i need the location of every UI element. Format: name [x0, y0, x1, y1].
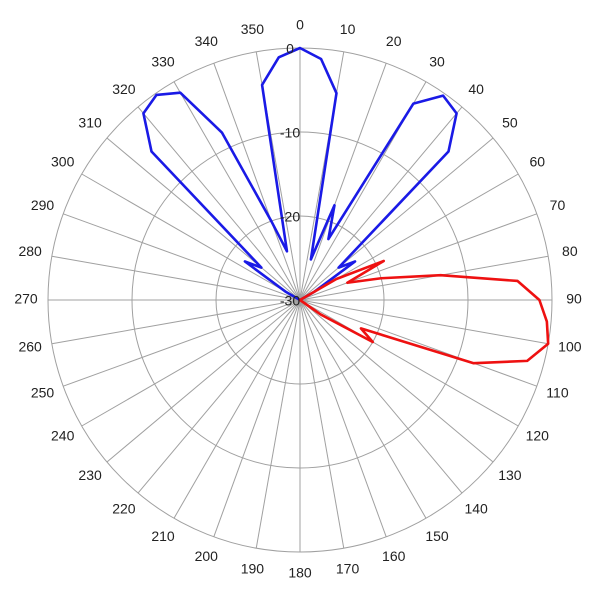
theta-tick-label: 240	[51, 428, 75, 444]
theta-tick-label: 110	[546, 384, 569, 400]
theta-tick-label: 250	[31, 384, 55, 400]
theta-tick-label: 40	[468, 81, 484, 97]
theta-tick-label: 80	[562, 243, 578, 259]
theta-tick-label: 260	[18, 338, 42, 354]
spoke-grid-line	[106, 137, 301, 301]
theta-tick-label: 290	[31, 197, 55, 213]
r-tick-label: -30	[280, 293, 300, 309]
theta-tick-label: 350	[241, 21, 265, 37]
theta-tick-label: 340	[195, 33, 219, 49]
spoke-grid-line	[81, 299, 301, 427]
spoke-grid-line	[213, 63, 301, 301]
theta-tick-label: 10	[340, 21, 356, 37]
theta-tick-label: 30	[429, 53, 445, 69]
theta-tick-label: 60	[530, 154, 546, 170]
spoke-grid-line	[299, 299, 537, 387]
theta-tick-label: 90	[566, 291, 582, 307]
theta-tick-label: 300	[51, 154, 75, 170]
ring-grid-line	[131, 131, 469, 469]
spoke-grid-line	[51, 299, 301, 345]
spoke-grid-line	[137, 106, 301, 301]
spoke-grid-line	[173, 81, 301, 301]
spoke-grid-line	[173, 299, 301, 519]
theta-tick-label: 100	[558, 338, 582, 354]
spoke-grid-line	[106, 299, 301, 463]
spoke-grid-line	[213, 299, 301, 537]
theta-tick-label: 120	[526, 428, 550, 444]
plot-area	[142, 46, 550, 365]
theta-tick-label: 210	[151, 528, 175, 544]
spoke-grid-line	[63, 299, 301, 387]
spoke-grid-line	[299, 299, 463, 494]
theta-tick-label: 140	[464, 501, 488, 517]
spoke-grid-line	[81, 173, 301, 301]
theta-tick-label: 230	[78, 467, 102, 483]
r-tick-label: -10	[280, 125, 300, 141]
r-tick-label: -20	[280, 209, 300, 225]
labels: 0 10 20 30 40 50 60 70 80 90 100 110 120 130 140 150 160…	[14, 17, 582, 581]
theta-tick-label: 190	[241, 561, 265, 577]
theta-tick-label: 160	[382, 548, 406, 564]
theta-tick-label: 200	[195, 548, 219, 564]
spoke-grid-line	[299, 299, 387, 537]
r-tick-label: 0	[286, 41, 294, 57]
spoke-grid-line	[299, 299, 519, 427]
theta-tick-label: 330	[151, 53, 175, 69]
theta-tick-label: 70	[550, 197, 566, 213]
spoke-grid-line	[255, 299, 301, 549]
spoke-grid-line	[299, 299, 494, 463]
spoke-grid-line	[299, 213, 537, 301]
theta-tick-label: 20	[386, 33, 402, 49]
spoke-grid-line	[299, 255, 549, 301]
spoke-grid-line	[299, 137, 494, 301]
theta-tick-label: 150	[425, 528, 449, 544]
theta-tick-label: 270	[14, 291, 38, 307]
spoke-grid-line	[299, 299, 345, 549]
theta-tick-label: 50	[502, 115, 518, 131]
spoke-grid-line	[299, 106, 463, 301]
theta-tick-label: 170	[336, 561, 360, 577]
theta-tick-label: 130	[498, 467, 522, 483]
spoke-grid-line	[137, 299, 301, 494]
theta-tick-label: 320	[112, 81, 136, 97]
theta-tick-label: 0	[296, 17, 304, 33]
spoke-grid-line	[63, 213, 301, 301]
theta-tick-label: 180	[288, 565, 312, 581]
spoke-grid-line	[51, 255, 301, 301]
series-line	[298, 259, 550, 365]
theta-tick-label: 220	[112, 501, 136, 517]
grid	[47, 47, 553, 553]
theta-tick-label: 310	[78, 115, 102, 131]
spoke-grid-line	[299, 63, 387, 301]
theta-tick-label: 280	[18, 243, 42, 259]
spoke-grid-line	[299, 299, 549, 345]
ring-grid-line	[215, 215, 385, 385]
spoke-grid-line	[299, 299, 427, 519]
